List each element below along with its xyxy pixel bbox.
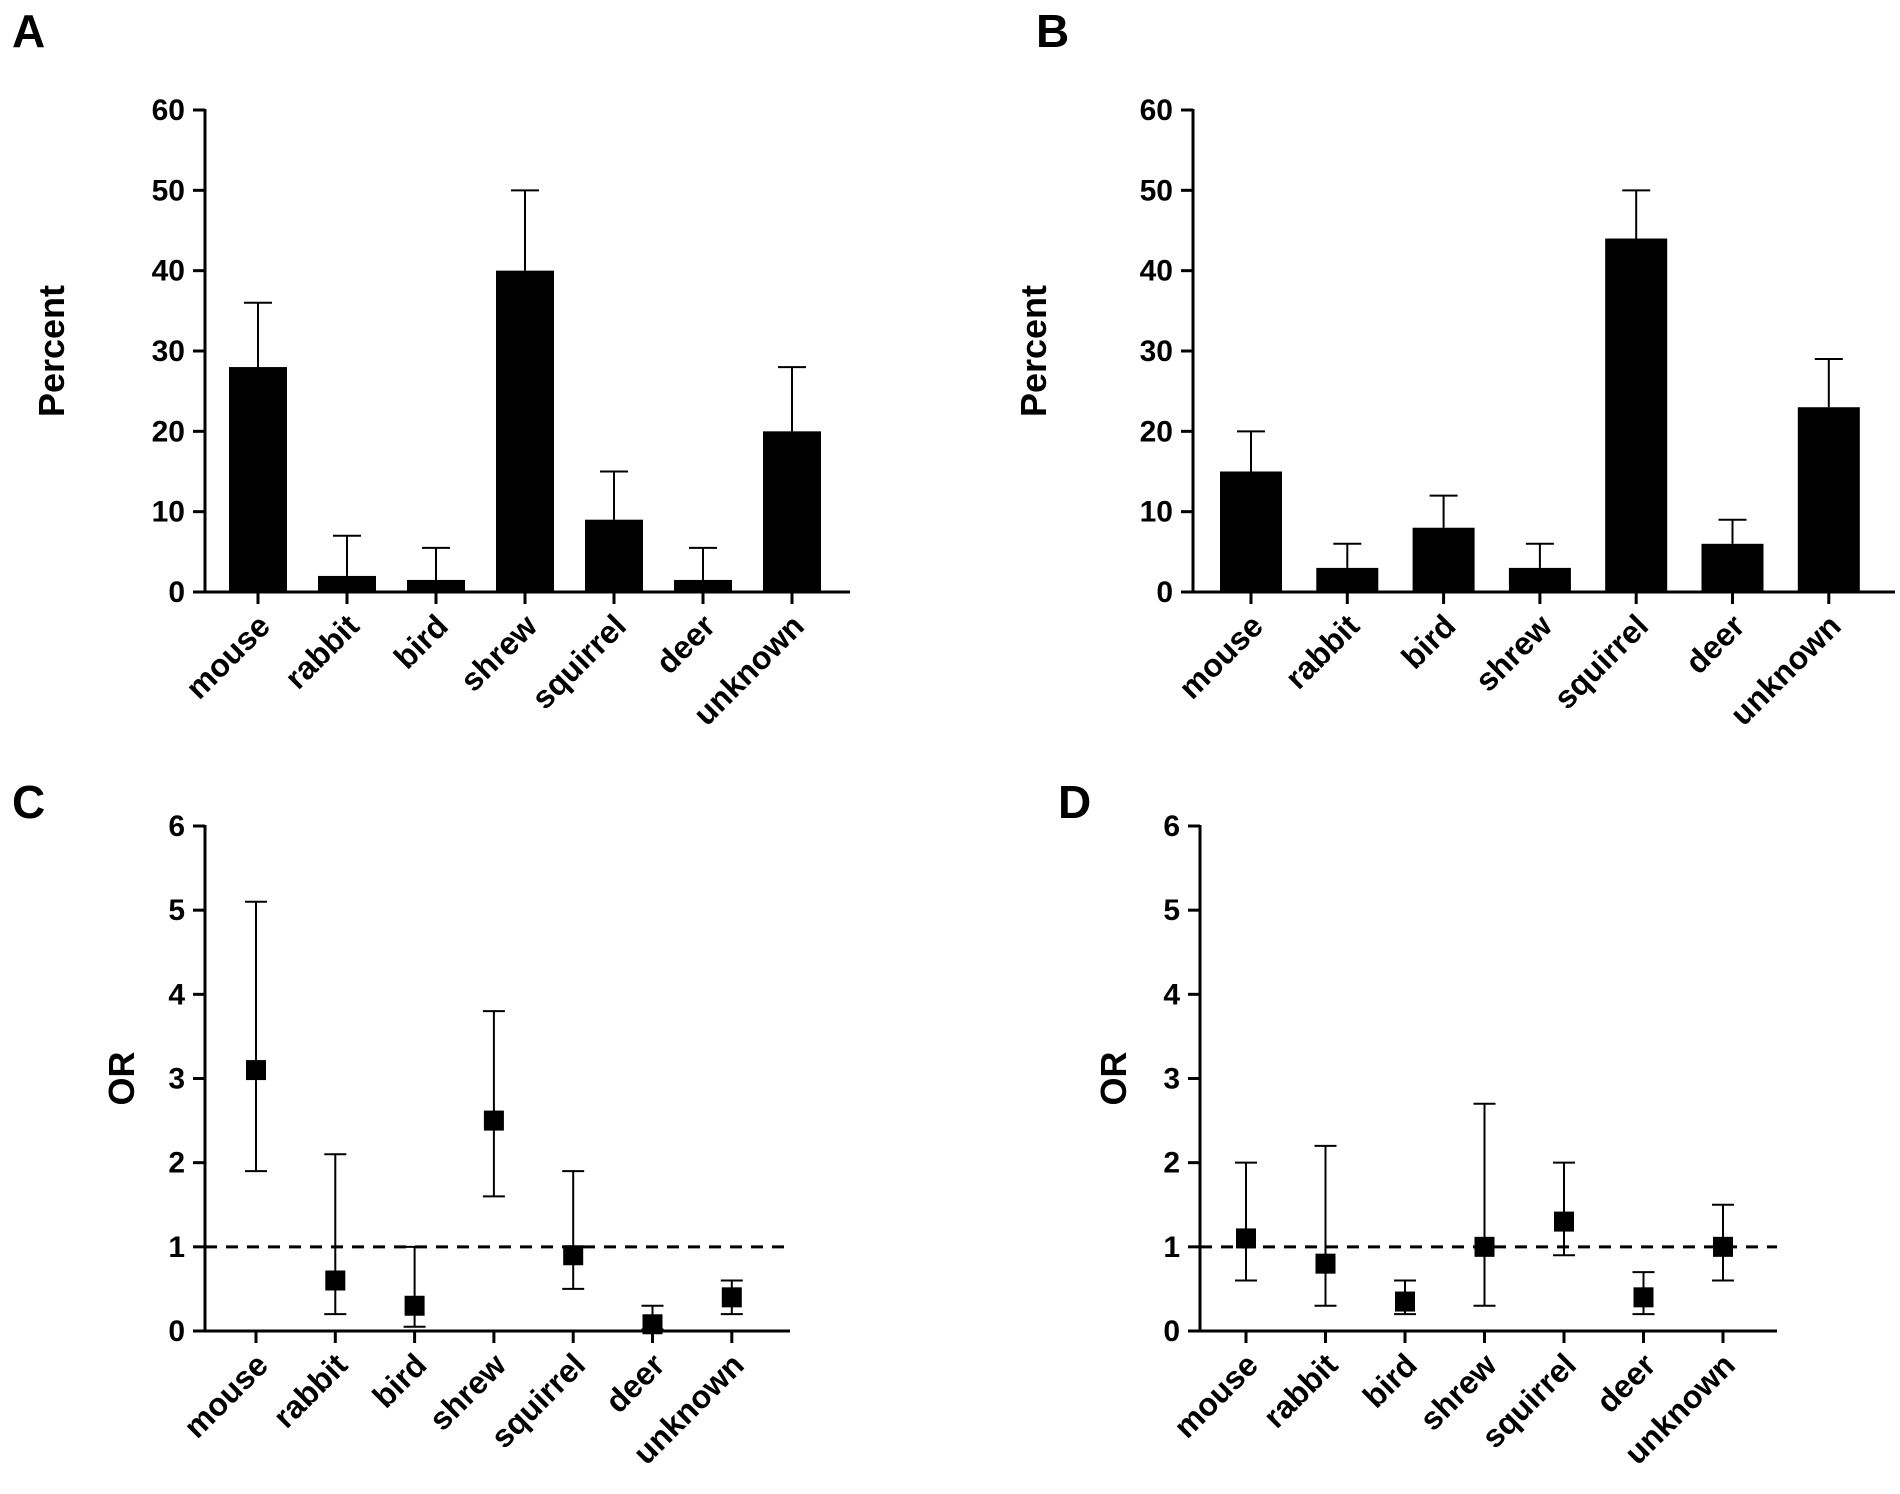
panel-a-y-tick-label: 60 bbox=[152, 94, 185, 127]
panel-c-letter: C bbox=[12, 776, 45, 828]
panel-d-y-tick-label: 2 bbox=[1163, 1147, 1180, 1180]
panel-d-point-marker bbox=[1554, 1211, 1574, 1232]
panel-a-y-tick-label: 40 bbox=[152, 255, 185, 288]
panel-d-point-marker bbox=[1713, 1236, 1733, 1257]
panel-b-y-tick-label: 40 bbox=[1140, 255, 1173, 288]
panel-d-y-tick-label: 5 bbox=[1163, 894, 1180, 927]
panel-d-y-tick-label: 0 bbox=[1163, 1315, 1180, 1348]
panel-a-y-tick-label: 10 bbox=[152, 496, 185, 529]
panel-c-y-tick-label: 2 bbox=[168, 1147, 185, 1180]
panel-b-bar bbox=[1316, 567, 1379, 592]
panel-b-bar bbox=[1508, 567, 1571, 592]
panel-d-point-marker bbox=[1474, 1236, 1495, 1257]
panel-b-y-tick-label: 10 bbox=[1140, 496, 1173, 529]
panel-b-letter: B bbox=[1036, 5, 1069, 57]
panel-d-letter: D bbox=[1058, 776, 1091, 828]
panel-d-y-axis-title: OR bbox=[1093, 1051, 1134, 1105]
panel-c-point-marker bbox=[563, 1245, 584, 1266]
panel-b-y-axis-title: Percent bbox=[1013, 285, 1054, 417]
panel-a-y-tick-label: 50 bbox=[152, 174, 185, 207]
panel-c-y-tick-label: 5 bbox=[168, 894, 185, 927]
panel-c-y-tick-label: 6 bbox=[168, 810, 185, 843]
panel-a-y-tick-label: 20 bbox=[152, 415, 185, 448]
panel-c-point-marker bbox=[642, 1314, 663, 1335]
panel-a-bar bbox=[318, 575, 376, 592]
panel-c-y-tick-label: 1 bbox=[168, 1231, 185, 1264]
panel-b-bar bbox=[1412, 527, 1475, 592]
panel-c-point-marker bbox=[404, 1295, 425, 1316]
panel-a-bar bbox=[496, 270, 554, 592]
panel-a-y-tick-label: 30 bbox=[152, 335, 185, 368]
panel-d-y-tick-label: 1 bbox=[1163, 1231, 1180, 1264]
panel-a-letter: A bbox=[12, 5, 45, 57]
panel-c-y-axis-title: OR bbox=[101, 1051, 142, 1105]
panel-b-y-tick-label: 60 bbox=[1140, 94, 1173, 127]
panel-b-y-tick-label: 20 bbox=[1140, 415, 1173, 448]
panel-b-y-tick-label: 30 bbox=[1140, 335, 1173, 368]
panel-c-point-marker bbox=[721, 1287, 742, 1308]
panel-c-y-tick-label: 3 bbox=[168, 1063, 185, 1096]
panel-c-y-tick-label: 4 bbox=[168, 978, 185, 1011]
panel-a-bar bbox=[674, 579, 732, 592]
panel-c-point-marker bbox=[325, 1270, 346, 1291]
panel-b-bar bbox=[1701, 543, 1764, 592]
panel-b-y-tick-label: 0 bbox=[1156, 576, 1173, 609]
panel-a-bar bbox=[585, 519, 643, 592]
panel-d-y-tick-label: 6 bbox=[1163, 810, 1180, 843]
panel-d-point-marker bbox=[1236, 1228, 1256, 1249]
panel-d-point-marker bbox=[1315, 1253, 1336, 1274]
panel-a-bar bbox=[407, 579, 465, 592]
panel-c-point-marker bbox=[483, 1110, 504, 1131]
panel-d-point-marker bbox=[1395, 1291, 1415, 1312]
panel-b-bar bbox=[1220, 471, 1282, 592]
panel-b-bar bbox=[1605, 238, 1668, 593]
panel-d-point-marker bbox=[1633, 1287, 1654, 1308]
panel-c-point-marker bbox=[246, 1060, 266, 1081]
panel-b-bar bbox=[1797, 407, 1860, 592]
panel-d-y-tick-label: 4 bbox=[1163, 978, 1180, 1011]
panel-c-y-tick-label: 0 bbox=[168, 1315, 185, 1348]
panel-a-bar bbox=[763, 431, 821, 592]
panel-a-bar bbox=[229, 367, 287, 592]
panel-a-y-tick-label: 0 bbox=[168, 576, 185, 609]
panel-b-y-tick-label: 50 bbox=[1140, 174, 1173, 207]
panel-a-y-axis-title: Percent bbox=[31, 285, 72, 417]
panel-d-y-tick-label: 3 bbox=[1163, 1063, 1180, 1096]
